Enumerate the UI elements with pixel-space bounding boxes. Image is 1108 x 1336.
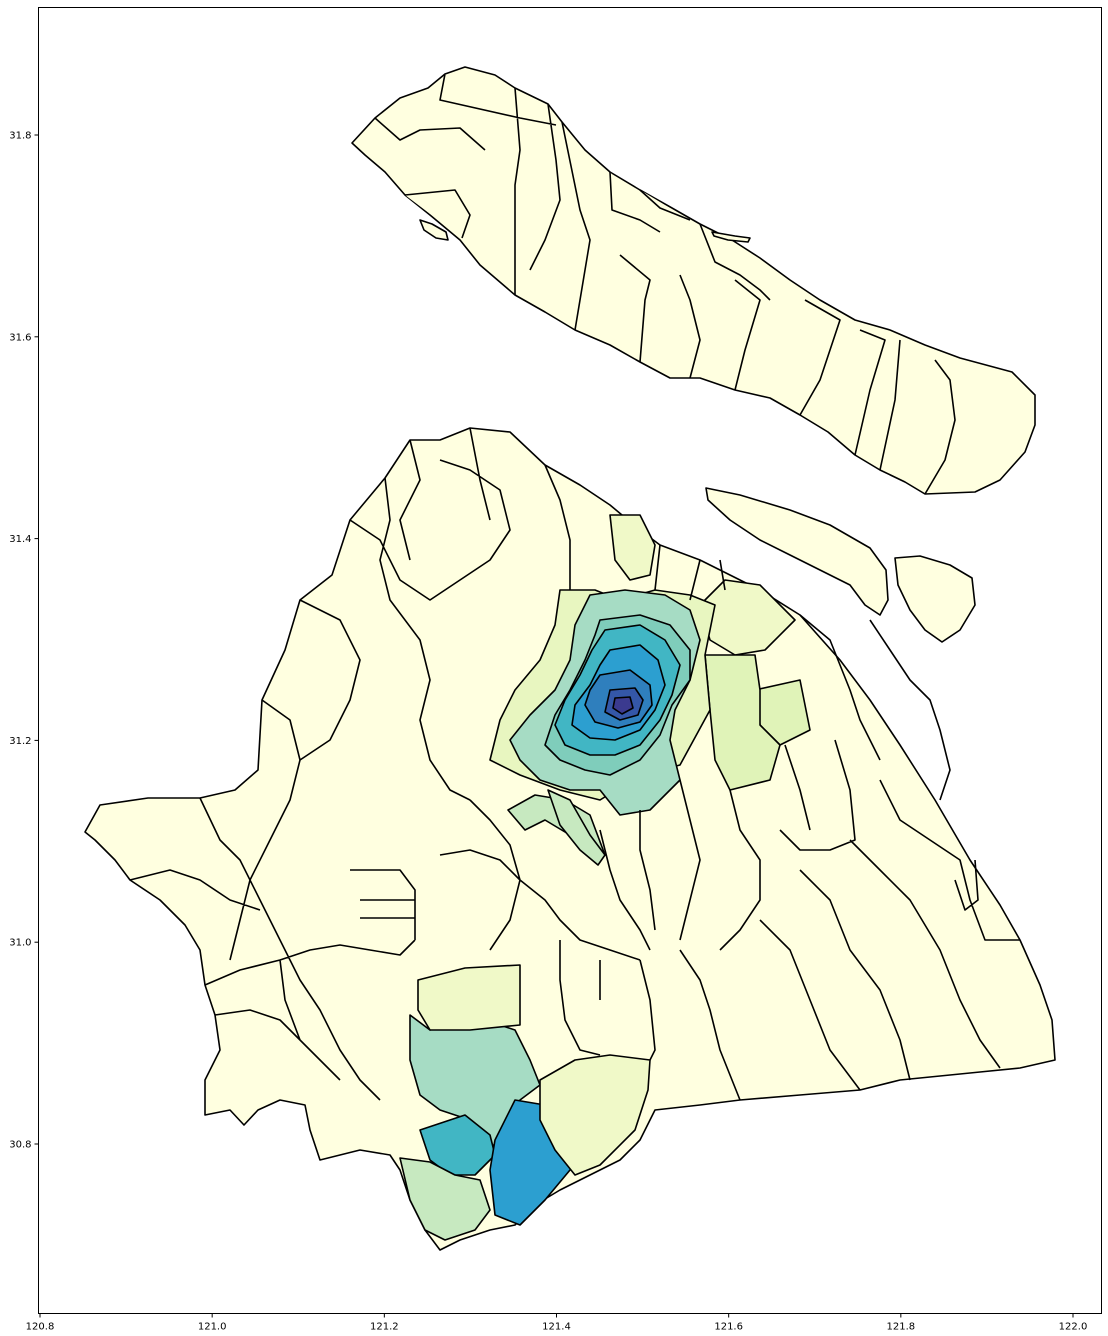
y-tick-label: 31.4 <box>9 534 31 545</box>
y-tick-label: 31.8 <box>9 131 31 142</box>
map-regions <box>84 66 1056 1251</box>
y-tick-label: 31.0 <box>9 938 31 949</box>
x-tick-label: 121.2 <box>370 1322 399 1333</box>
x-tick-label: 121.0 <box>198 1322 227 1333</box>
northern-island-subdivision <box>374 73 956 495</box>
mainland-district-lines <box>129 427 1020 1101</box>
plot-frame <box>38 7 1102 1314</box>
x-tick-label: 121.8 <box>887 1322 916 1333</box>
axes: 120.8 121.0 121.2 121.4 121.6 121.8 122.0 30.8… <box>9 7 1102 1333</box>
mainland <box>84 427 1056 1251</box>
x-axis-ticks: 120.8 121.0 121.2 121.4 121.6 121.8 122.0 <box>26 1313 1088 1333</box>
y-tick-label: 31.6 <box>9 332 31 343</box>
y-axis-ticks: 30.8 31.0 31.2 31.4 31.6 31.8 <box>9 131 39 1151</box>
region-south-cyan <box>419 1114 496 1176</box>
region-south-pale <box>417 964 521 1031</box>
small-islet-east <box>711 231 751 243</box>
region-south-green <box>399 1157 491 1241</box>
middle-island <box>705 487 889 616</box>
y-tick-label: 30.8 <box>9 1140 31 1151</box>
x-tick-label: 120.8 <box>26 1322 55 1333</box>
region-east-light <box>704 654 781 791</box>
region-north-pale-1 <box>609 514 656 581</box>
x-tick-label: 121.4 <box>542 1322 571 1333</box>
region-southeast-pale <box>539 1054 651 1176</box>
eastern-island <box>894 555 976 643</box>
region-south-light <box>547 789 606 866</box>
x-tick-label: 122.0 <box>1059 1322 1088 1333</box>
region-core-darkest <box>612 696 634 715</box>
y-tick-label: 31.2 <box>9 736 31 747</box>
x-tick-label: 121.6 <box>714 1322 743 1333</box>
small-islet-west <box>419 219 449 241</box>
